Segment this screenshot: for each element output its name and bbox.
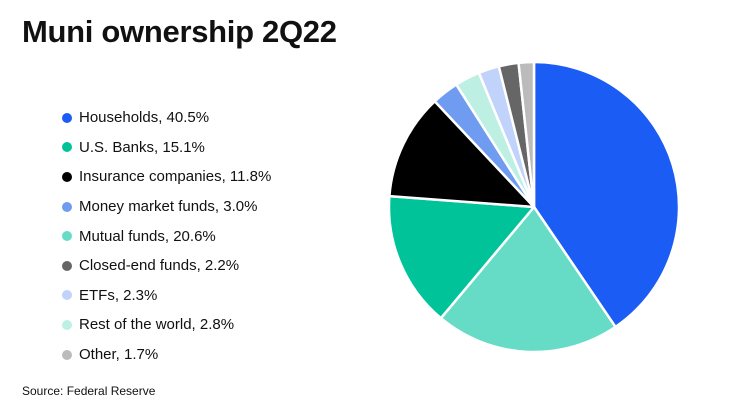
legend-swatch	[62, 142, 72, 153]
legend-swatch	[62, 112, 72, 123]
legend-swatch	[62, 290, 72, 301]
legend-label: Households, 40.5%	[79, 109, 210, 127]
legend-label: U.S. Banks, 15.1%	[79, 138, 205, 156]
legend-swatch	[62, 231, 72, 242]
legend-item-closed-end-funds: Closed-end funds, 2.2%	[62, 251, 362, 281]
legend-swatch	[62, 201, 72, 212]
legend-item-us-banks: U.S. Banks, 15.1%	[62, 133, 362, 163]
legend-item-etfs: ETFs, 2.3%	[62, 281, 362, 311]
pie-slice-mutual-funds	[439, 205, 617, 354]
legend-item-other: Other, 1.7%	[62, 340, 362, 370]
source-note: Source: Federal Reserve	[22, 384, 156, 398]
pie-slice-households	[532, 60, 681, 329]
pie-slice-u-s-banks	[387, 194, 536, 320]
legend-label: Mutual funds, 20.6%	[79, 227, 216, 245]
legend-swatch	[62, 319, 72, 330]
legend-label: Other, 1.7%	[79, 346, 159, 364]
legend-label: Money market funds, 3.0%	[79, 198, 258, 216]
legend-item-money-market-funds: Money market funds, 3.0%	[62, 192, 362, 222]
legend: Households, 40.5% U.S. Banks, 15.1% Insu…	[62, 103, 362, 369]
legend-swatch	[62, 349, 72, 360]
pie-slice-insurance-companies	[388, 100, 536, 209]
legend-item-rest-of-the-world: Rest of the world, 2.8%	[62, 310, 362, 340]
legend-label: ETFs, 2.3%	[79, 286, 158, 304]
legend-swatch	[62, 171, 72, 182]
legend-label: Insurance companies, 11.8%	[79, 168, 272, 186]
legend-label: Closed-end funds, 2.2%	[79, 257, 240, 275]
legend-item-insurance-companies: Insurance companies, 11.8%	[62, 162, 362, 192]
legend-swatch	[62, 260, 72, 271]
pie-slice-other	[517, 60, 536, 209]
legend-item-mutual-funds: Mutual funds, 20.6%	[62, 221, 362, 251]
legend-label: Rest of the world, 2.8%	[79, 316, 235, 334]
chart-title: Muni ownership 2Q22	[22, 14, 337, 49]
legend-item-households: Households, 40.5%	[62, 103, 362, 133]
